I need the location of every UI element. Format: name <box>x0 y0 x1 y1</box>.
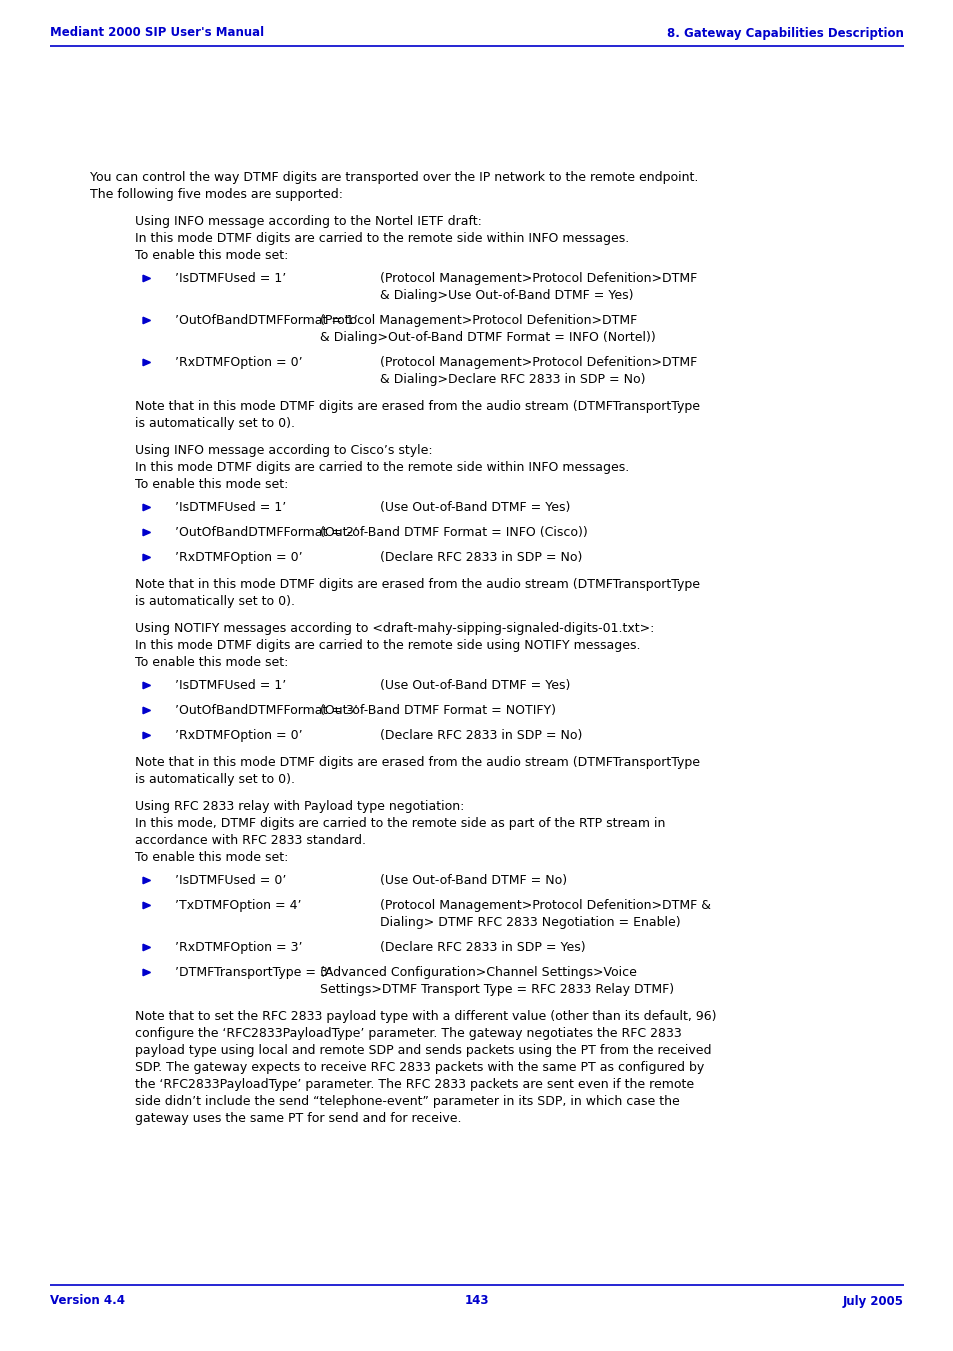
Text: In this mode, DTMF digits are carried to the remote side as part of the RTP stre: In this mode, DTMF digits are carried to… <box>135 817 664 830</box>
Text: ’RxDTMFOption = 0’: ’RxDTMFOption = 0’ <box>174 357 302 369</box>
Text: & Dialing>Out-of-Band DTMF Format = INFO (Nortel)): & Dialing>Out-of-Band DTMF Format = INFO… <box>319 331 655 345</box>
Text: ’RxDTMFOption = 3’: ’RxDTMFOption = 3’ <box>174 942 302 954</box>
Text: side didn’t include the send “telephone-event” parameter in its SDP, in which ca: side didn’t include the send “telephone-… <box>135 1096 679 1108</box>
Polygon shape <box>143 504 151 511</box>
Text: configure the ‘RFC2833PayloadType’ parameter. The gateway negotiates the RFC 283: configure the ‘RFC2833PayloadType’ param… <box>135 1027 681 1040</box>
Text: (Out-of-Band DTMF Format = NOTIFY): (Out-of-Band DTMF Format = NOTIFY) <box>319 704 556 717</box>
Polygon shape <box>143 530 151 536</box>
Polygon shape <box>143 969 151 975</box>
Text: To enable this mode set:: To enable this mode set: <box>135 249 288 262</box>
Text: ’IsDTMFUsed = 1’: ’IsDTMFUsed = 1’ <box>174 272 286 285</box>
Text: Note that in this mode DTMF digits are erased from the audio stream (DTMFTranspo: Note that in this mode DTMF digits are e… <box>135 400 700 413</box>
Text: ’RxDTMFOption = 0’: ’RxDTMFOption = 0’ <box>174 551 302 563</box>
Text: ’RxDTMFOption = 0’: ’RxDTMFOption = 0’ <box>174 730 302 742</box>
Text: Dialing> DTMF RFC 2833 Negotiation = Enable): Dialing> DTMF RFC 2833 Negotiation = Ena… <box>379 916 679 929</box>
Text: (Advanced Configuration>Channel Settings>Voice: (Advanced Configuration>Channel Settings… <box>319 966 637 979</box>
Text: is automatically set to 0).: is automatically set to 0). <box>135 773 294 786</box>
Text: Using INFO message according to Cisco’s style:: Using INFO message according to Cisco’s … <box>135 444 432 457</box>
Text: SDP. The gateway expects to receive RFC 2833 packets with the same PT as configu: SDP. The gateway expects to receive RFC … <box>135 1061 703 1074</box>
Polygon shape <box>143 682 151 689</box>
Text: To enable this mode set:: To enable this mode set: <box>135 478 288 490</box>
Text: (Declare RFC 2833 in SDP = No): (Declare RFC 2833 in SDP = No) <box>379 730 581 742</box>
Text: & Dialing>Declare RFC 2833 in SDP = No): & Dialing>Declare RFC 2833 in SDP = No) <box>379 373 645 386</box>
Text: accordance with RFC 2833 standard.: accordance with RFC 2833 standard. <box>135 834 366 847</box>
Text: (Protocol Management>Protocol Defenition>DTMF: (Protocol Management>Protocol Defenition… <box>319 313 637 327</box>
Polygon shape <box>143 707 151 713</box>
Text: Settings>DTMF Transport Type = RFC 2833 Relay DTMF): Settings>DTMF Transport Type = RFC 2833 … <box>319 984 674 996</box>
Text: the ‘RFC2833PayloadType’ parameter. The RFC 2833 packets are sent even if the re: the ‘RFC2833PayloadType’ parameter. The … <box>135 1078 694 1092</box>
Text: In this mode DTMF digits are carried to the remote side within INFO messages.: In this mode DTMF digits are carried to … <box>135 461 629 474</box>
Text: ’TxDTMFOption = 4’: ’TxDTMFOption = 4’ <box>174 898 301 912</box>
Text: is automatically set to 0).: is automatically set to 0). <box>135 417 294 430</box>
Text: Note that in this mode DTMF digits are erased from the audio stream (DTMFTranspo: Note that in this mode DTMF digits are e… <box>135 578 700 590</box>
Text: (Use Out-of-Band DTMF = Yes): (Use Out-of-Band DTMF = Yes) <box>379 680 570 692</box>
Text: In this mode DTMF digits are carried to the remote side within INFO messages.: In this mode DTMF digits are carried to … <box>135 232 629 245</box>
Text: (Protocol Management>Protocol Defenition>DTMF: (Protocol Management>Protocol Defenition… <box>379 357 697 369</box>
Text: Note that in this mode DTMF digits are erased from the audio stream (DTMFTranspo: Note that in this mode DTMF digits are e… <box>135 757 700 769</box>
Text: (Use Out-of-Band DTMF = No): (Use Out-of-Band DTMF = No) <box>379 874 566 888</box>
Text: 8. Gateway Capabilities Description: 8. Gateway Capabilities Description <box>666 27 903 39</box>
Text: (Protocol Management>Protocol Defenition>DTMF &: (Protocol Management>Protocol Defenition… <box>379 898 710 912</box>
Text: The following five modes are supported:: The following five modes are supported: <box>90 188 343 201</box>
Polygon shape <box>143 554 151 561</box>
Text: 143: 143 <box>464 1294 489 1308</box>
Text: ’OutOfBandDTMFFormat = 3’: ’OutOfBandDTMFFormat = 3’ <box>174 704 357 717</box>
Text: (Use Out-of-Band DTMF = Yes): (Use Out-of-Band DTMF = Yes) <box>379 501 570 513</box>
Text: is automatically set to 0).: is automatically set to 0). <box>135 594 294 608</box>
Polygon shape <box>143 359 151 366</box>
Text: Mediant 2000 SIP User's Manual: Mediant 2000 SIP User's Manual <box>50 27 264 39</box>
Polygon shape <box>143 317 151 324</box>
Polygon shape <box>143 944 151 951</box>
Text: ’IsDTMFUsed = 1’: ’IsDTMFUsed = 1’ <box>174 680 286 692</box>
Text: To enable this mode set:: To enable this mode set: <box>135 657 288 669</box>
Text: You can control the way DTMF digits are transported over the IP network to the r: You can control the way DTMF digits are … <box>90 172 698 184</box>
Text: Using NOTIFY messages according to <draft-mahy-sipping-signaled-digits-01.txt>:: Using NOTIFY messages according to <draf… <box>135 621 654 635</box>
Polygon shape <box>143 276 151 282</box>
Text: ’IsDTMFUsed = 1’: ’IsDTMFUsed = 1’ <box>174 501 286 513</box>
Text: ’OutOfBandDTMFFormat = 2’: ’OutOfBandDTMFFormat = 2’ <box>174 526 357 539</box>
Polygon shape <box>143 732 151 739</box>
Text: ’OutOfBandDTMFFormat = 1’: ’OutOfBandDTMFFormat = 1’ <box>174 313 357 327</box>
Text: Note that to set the RFC 2833 payload type with a different value (other than it: Note that to set the RFC 2833 payload ty… <box>135 1011 716 1023</box>
Text: (Declare RFC 2833 in SDP = Yes): (Declare RFC 2833 in SDP = Yes) <box>379 942 585 954</box>
Text: To enable this mode set:: To enable this mode set: <box>135 851 288 865</box>
Polygon shape <box>143 902 151 909</box>
Text: (Protocol Management>Protocol Defenition>DTMF: (Protocol Management>Protocol Defenition… <box>379 272 697 285</box>
Text: Using INFO message according to the Nortel IETF draft:: Using INFO message according to the Nort… <box>135 215 481 228</box>
Text: payload type using local and remote SDP and sends packets using the PT from the : payload type using local and remote SDP … <box>135 1044 711 1056</box>
Text: Version 4.4: Version 4.4 <box>50 1294 125 1308</box>
Text: & Dialing>Use Out-of-Band DTMF = Yes): & Dialing>Use Out-of-Band DTMF = Yes) <box>379 289 633 303</box>
Text: July 2005: July 2005 <box>842 1294 903 1308</box>
Text: ’IsDTMFUsed = 0’: ’IsDTMFUsed = 0’ <box>174 874 286 888</box>
Text: Using RFC 2833 relay with Payload type negotiation:: Using RFC 2833 relay with Payload type n… <box>135 800 464 813</box>
Text: (Out-of-Band DTMF Format = INFO (Cisco)): (Out-of-Band DTMF Format = INFO (Cisco)) <box>319 526 587 539</box>
Polygon shape <box>143 877 151 884</box>
Text: (Declare RFC 2833 in SDP = No): (Declare RFC 2833 in SDP = No) <box>379 551 581 563</box>
Text: In this mode DTMF digits are carried to the remote side using NOTIFY messages.: In this mode DTMF digits are carried to … <box>135 639 639 653</box>
Text: ’DTMFTransportType = 3’: ’DTMFTransportType = 3’ <box>174 966 332 979</box>
Text: gateway uses the same PT for send and for receive.: gateway uses the same PT for send and fo… <box>135 1112 461 1125</box>
